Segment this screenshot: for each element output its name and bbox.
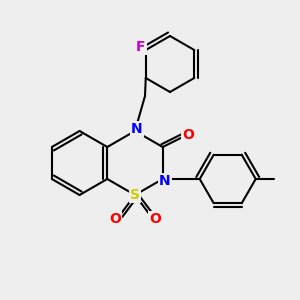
Text: N: N xyxy=(159,174,170,188)
Text: N: N xyxy=(131,122,143,136)
Text: O: O xyxy=(109,212,121,226)
Text: F: F xyxy=(136,40,146,54)
Text: O: O xyxy=(182,128,194,142)
Text: O: O xyxy=(149,212,161,226)
Text: S: S xyxy=(130,188,140,202)
